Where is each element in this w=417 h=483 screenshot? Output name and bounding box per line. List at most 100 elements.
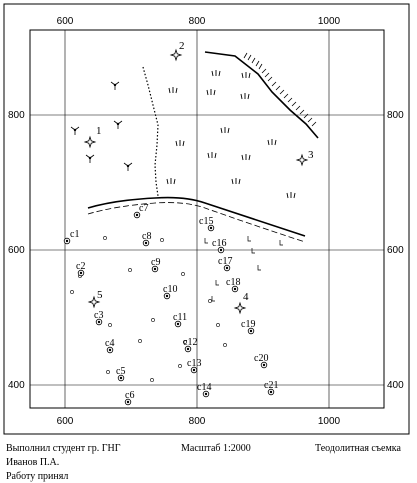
grid-labels: 600 800 1000 600 800 1000 800 600 400 80…	[8, 16, 404, 427]
traverse-point-3: 3	[295, 149, 314, 167]
road	[87, 196, 306, 243]
small-circle-mark	[223, 343, 227, 347]
shrub-mark	[85, 154, 95, 163]
grass-mark	[206, 89, 216, 96]
shrub-mark	[70, 126, 80, 135]
meadow-mark	[251, 248, 255, 254]
x-label-bottom-800: 800	[189, 416, 206, 427]
grass-symbols	[166, 70, 296, 199]
survey-station-label: c8	[142, 231, 151, 242]
x-label-bottom-600: 600	[57, 416, 74, 427]
grass-mark	[168, 87, 178, 94]
survey-station-2: c2	[76, 261, 85, 277]
shrub-mark	[110, 81, 120, 90]
survey-station-label: c19	[241, 319, 255, 330]
survey-station-label: c21	[264, 380, 278, 391]
survey-station-6: c6	[124, 390, 134, 406]
footer-accepted: Работу принял	[6, 471, 69, 482]
y-label-right-800: 800	[387, 110, 404, 121]
small-circle-mark	[151, 318, 155, 322]
survey-station-10: c10	[163, 284, 177, 300]
small-circle-mark	[106, 370, 110, 374]
survey-station-label: c6	[125, 390, 134, 401]
survey-station-label: c1	[70, 229, 79, 240]
survey-station-20: c20	[254, 353, 268, 369]
small-circle-mark	[216, 323, 220, 327]
survey-station-18: c18	[226, 277, 240, 293]
grass-mark	[166, 178, 176, 185]
survey-station-label: c4	[105, 338, 114, 349]
grass-mark	[267, 139, 277, 146]
x-label-bottom-1000: 1000	[318, 416, 341, 427]
grass-mark	[211, 70, 221, 77]
outer-frame	[3, 3, 410, 435]
small-circle-mark	[150, 378, 154, 382]
small-circle-mark	[181, 272, 185, 276]
footer-author-line: Выполнил студент гр. ГНГ	[6, 443, 121, 454]
small-circle-mark	[138, 339, 142, 343]
survey-station-label: c20	[254, 353, 268, 364]
traverse-point-label: 2	[179, 40, 185, 52]
small-circle-mark	[103, 236, 107, 240]
survey-station-7: c7	[133, 203, 148, 219]
grass-mark	[231, 178, 241, 185]
meadow-mark	[204, 238, 208, 244]
y-label-right-400: 400	[387, 380, 404, 391]
grass-mark	[286, 192, 296, 199]
grass-mark	[175, 140, 185, 147]
meadow-mark	[247, 236, 251, 242]
x-label-top-1000: 1000	[318, 16, 341, 27]
survey-station-label: c13	[187, 358, 201, 369]
meadow-symbols	[204, 236, 283, 302]
meadow-mark	[257, 265, 261, 271]
survey-station-label: c11	[173, 312, 187, 323]
grass-mark	[220, 127, 230, 134]
survey-stations: c1 c2 c3 c4 c5 c6 c7 c8 c9 c10 c11 c12 c13 c14 c15 c16 c…	[63, 203, 278, 406]
survey-station-17: c17	[218, 256, 232, 272]
survey-station-5: c5	[116, 366, 125, 382]
small-circle-mark	[70, 290, 74, 294]
grass-mark	[240, 93, 250, 100]
survey-station-4: c4	[105, 338, 114, 354]
shrub-symbols	[70, 81, 133, 171]
small-circle-mark	[183, 340, 187, 344]
vegetation-boundary	[142, 66, 159, 197]
survey-station-3: c3	[94, 310, 103, 326]
survey-station-13: c13	[187, 358, 201, 374]
traverse-points: 1 2 3 4 5	[83, 40, 314, 315]
cliff-hachures	[243, 52, 317, 127]
footer-survey-type: Теодолитная съемка	[315, 443, 401, 454]
survey-station-11: c11	[173, 312, 187, 328]
survey-station-label: c9	[151, 257, 160, 268]
survey-station-label: c10	[163, 284, 177, 295]
small-circle-mark	[208, 299, 212, 303]
meadow-mark	[215, 280, 219, 286]
survey-station-8: c8	[142, 231, 151, 247]
traverse-point-2: 2	[169, 40, 185, 62]
survey-station-1: c1	[63, 229, 79, 245]
survey-station-12: c12	[183, 337, 197, 353]
shrub-mark	[113, 120, 123, 129]
map-frame	[29, 29, 385, 409]
y-label-right-600: 600	[387, 245, 404, 256]
traverse-point-1: 1	[83, 125, 102, 149]
y-label-left-600: 600	[8, 245, 25, 256]
small-circle-mark	[108, 323, 112, 327]
survey-station-14: c14	[197, 382, 211, 398]
small-circle-mark	[178, 364, 182, 368]
grass-mark	[207, 152, 217, 159]
survey-station-label: c18	[226, 277, 240, 288]
survey-station-label: c7	[139, 203, 148, 214]
traverse-point-label: 5	[97, 289, 103, 301]
survey-station-label: c16	[212, 238, 226, 249]
traverse-point-5: 5	[87, 289, 103, 309]
small-circle-symbols	[70, 236, 227, 382]
survey-station-label: c15	[199, 216, 213, 227]
small-circle-mark	[128, 268, 132, 272]
traverse-point-4: 4	[233, 291, 249, 315]
survey-station-label: c12	[183, 337, 197, 348]
traverse-point-label: 3	[308, 149, 314, 161]
coordinate-grid	[30, 30, 384, 408]
x-label-top-800: 800	[189, 16, 206, 27]
